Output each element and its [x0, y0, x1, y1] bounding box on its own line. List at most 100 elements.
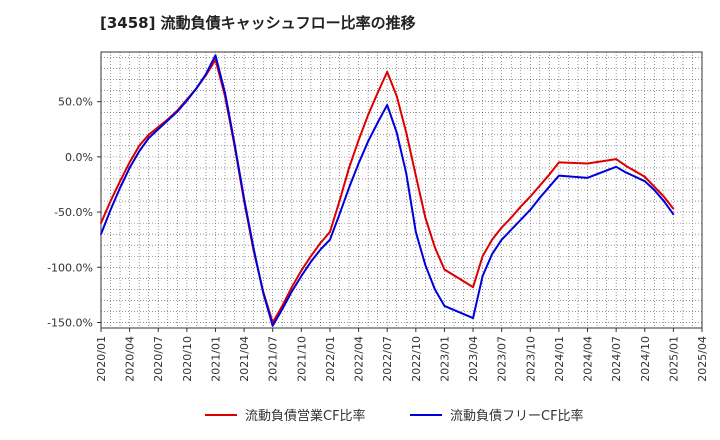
data-point [300, 275, 303, 278]
data-point [548, 185, 551, 188]
data-point [538, 184, 541, 187]
data-point [472, 317, 474, 319]
data-point [662, 195, 665, 198]
data-point [224, 91, 226, 94]
data-point [643, 175, 646, 178]
y-tick-label: 50.0% [58, 96, 93, 109]
data-point [147, 137, 150, 140]
data-point [367, 140, 370, 143]
data-point [414, 231, 417, 233]
data-point [529, 208, 532, 211]
data-point [147, 133, 150, 136]
data-point [634, 170, 637, 173]
data-point [100, 233, 102, 236]
x-tick-label: 2024/07 [610, 336, 623, 382]
data-point [252, 247, 255, 250]
y-axis-ticks: 50.0% 0.0% -50.0% -100.0% -150.0% [47, 96, 101, 329]
data-point [510, 228, 513, 231]
x-tick-label: 2023/10 [524, 336, 537, 382]
data-point [672, 207, 675, 210]
data-point [653, 189, 656, 191]
x-tick-label: 2024/04 [582, 336, 595, 382]
x-tick-label: 2025/01 [667, 336, 680, 382]
x-tick-label: 2025/04 [696, 336, 709, 382]
data-point [290, 286, 293, 289]
grid-layer [100, 52, 703, 328]
data-point [491, 253, 494, 255]
data-point [519, 218, 522, 221]
data-point [615, 158, 618, 160]
data-point [433, 288, 436, 291]
x-tick-label: 2024/01 [553, 336, 566, 382]
y-tick-label: -100.0% [47, 261, 93, 274]
data-point [443, 305, 446, 307]
data-point [395, 95, 398, 98]
data-point [138, 150, 141, 153]
data-point [500, 226, 503, 229]
data-point [405, 131, 408, 134]
x-tick-label: 2023/04 [467, 336, 480, 382]
data-point [166, 119, 169, 122]
y-tick-label: 0.0% [65, 151, 93, 164]
data-point [357, 162, 360, 165]
data-point [281, 308, 284, 311]
data-point [672, 213, 675, 216]
data-point [643, 180, 646, 183]
data-point [300, 269, 303, 272]
data-point [558, 174, 560, 177]
data-point [109, 208, 112, 211]
data-point [424, 216, 427, 219]
data-point [319, 248, 322, 251]
data-point [348, 167, 350, 169]
x-axis-ticks: 2020/01 2020/04 2020/07 2020/10 2021/01 2021/… [95, 328, 709, 382]
data-point [367, 114, 370, 116]
data-point [309, 260, 312, 263]
data-point [128, 167, 131, 169]
data-point [662, 200, 665, 202]
data-point [405, 172, 408, 175]
x-tick-label: 2020/01 [95, 336, 108, 382]
data-point [243, 197, 245, 200]
data-point [395, 131, 398, 134]
data-point [653, 185, 656, 188]
data-point [491, 238, 494, 241]
data-point [271, 324, 274, 327]
data-point [100, 222, 102, 225]
data-point [386, 104, 389, 106]
data-point [262, 291, 265, 294]
x-tick-label: 2023/07 [496, 336, 509, 382]
x-tick-label: 2020/07 [152, 336, 165, 382]
x-tick-label: 2023/01 [438, 336, 451, 382]
legend-label: 流動負債営業CF比率 [245, 408, 366, 424]
data-point [510, 216, 513, 219]
data-point [290, 290, 293, 293]
data-point [481, 275, 484, 278]
data-point [433, 246, 436, 249]
data-point [586, 176, 589, 179]
data-point [500, 238, 503, 241]
data-point [548, 173, 551, 176]
y-tick-label: -50.0% [54, 206, 93, 219]
data-point [157, 128, 160, 131]
data-point [424, 264, 427, 266]
x-tick-label: 2022/01 [324, 336, 337, 382]
data-point [443, 268, 446, 271]
data-point [195, 87, 198, 90]
data-point [214, 54, 217, 57]
data-point [624, 171, 627, 174]
data-point [329, 231, 331, 233]
plot-frame [100, 51, 703, 329]
x-tick-label: 2021/10 [295, 336, 308, 382]
data-point [376, 91, 379, 94]
data-point [338, 200, 341, 202]
x-tick-label: 2020/04 [124, 336, 137, 382]
data-point [519, 205, 522, 208]
data-point [128, 161, 131, 164]
data-point [615, 165, 618, 168]
data-point [634, 175, 637, 178]
data-point [138, 144, 141, 147]
data-point [624, 164, 627, 167]
x-tick-label: 2020/10 [181, 336, 194, 382]
